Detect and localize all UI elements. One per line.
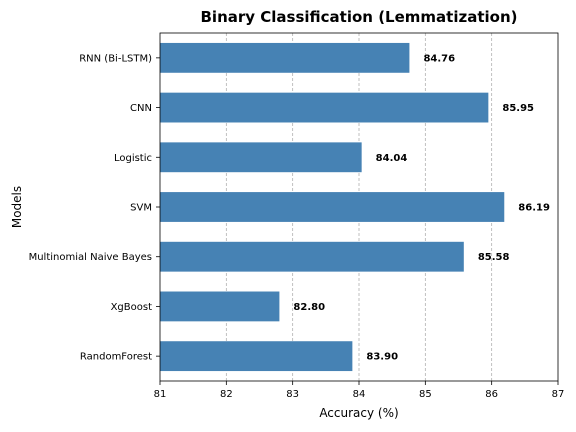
y-tick-label: Multinomial Naive Bayes [29,252,152,263]
data-label: 84.76 [423,53,455,64]
data-label: 85.58 [478,252,510,263]
x-tick-label: 87 [552,389,565,400]
x-axis: 81 82 83 84 85 86 87 [154,381,565,400]
bar [160,142,362,172]
y-axis: RNN (Bi-LSTM) CNN Logistic SVM Multinomial N… [29,53,160,362]
data-label: 84.04 [376,153,408,164]
x-tick-label: 81 [154,389,167,400]
data-label: 83.90 [366,352,398,363]
y-tick-label: RNN (Bi-LSTM) [79,53,152,64]
y-tick-label: XgBoost [111,302,153,313]
y-tick-label: Logistic [114,153,152,164]
data-label: 85.95 [502,103,534,114]
data-label: 86.19 [518,203,550,214]
bar [160,192,504,222]
bar [160,43,409,73]
y-tick-label: RandomForest [80,352,152,363]
bar [160,242,464,272]
x-tick-label: 84 [353,389,366,400]
x-axis-label: Accuracy (%) [319,406,398,420]
x-tick-label: 85 [419,389,432,400]
x-tick-label: 83 [286,389,299,400]
y-tick-label: SVM [130,203,152,214]
y-axis-label: Models [10,186,24,228]
x-tick-label: 86 [485,389,498,400]
bars-layer [160,43,504,371]
bar [160,93,488,123]
x-tick-label: 82 [220,389,233,400]
chart-title: Binary Classification (Lemmatization) [201,8,518,26]
data-label: 82.80 [293,302,325,313]
y-tick-label: CNN [130,103,152,114]
bar [160,292,279,322]
bar [160,341,352,371]
